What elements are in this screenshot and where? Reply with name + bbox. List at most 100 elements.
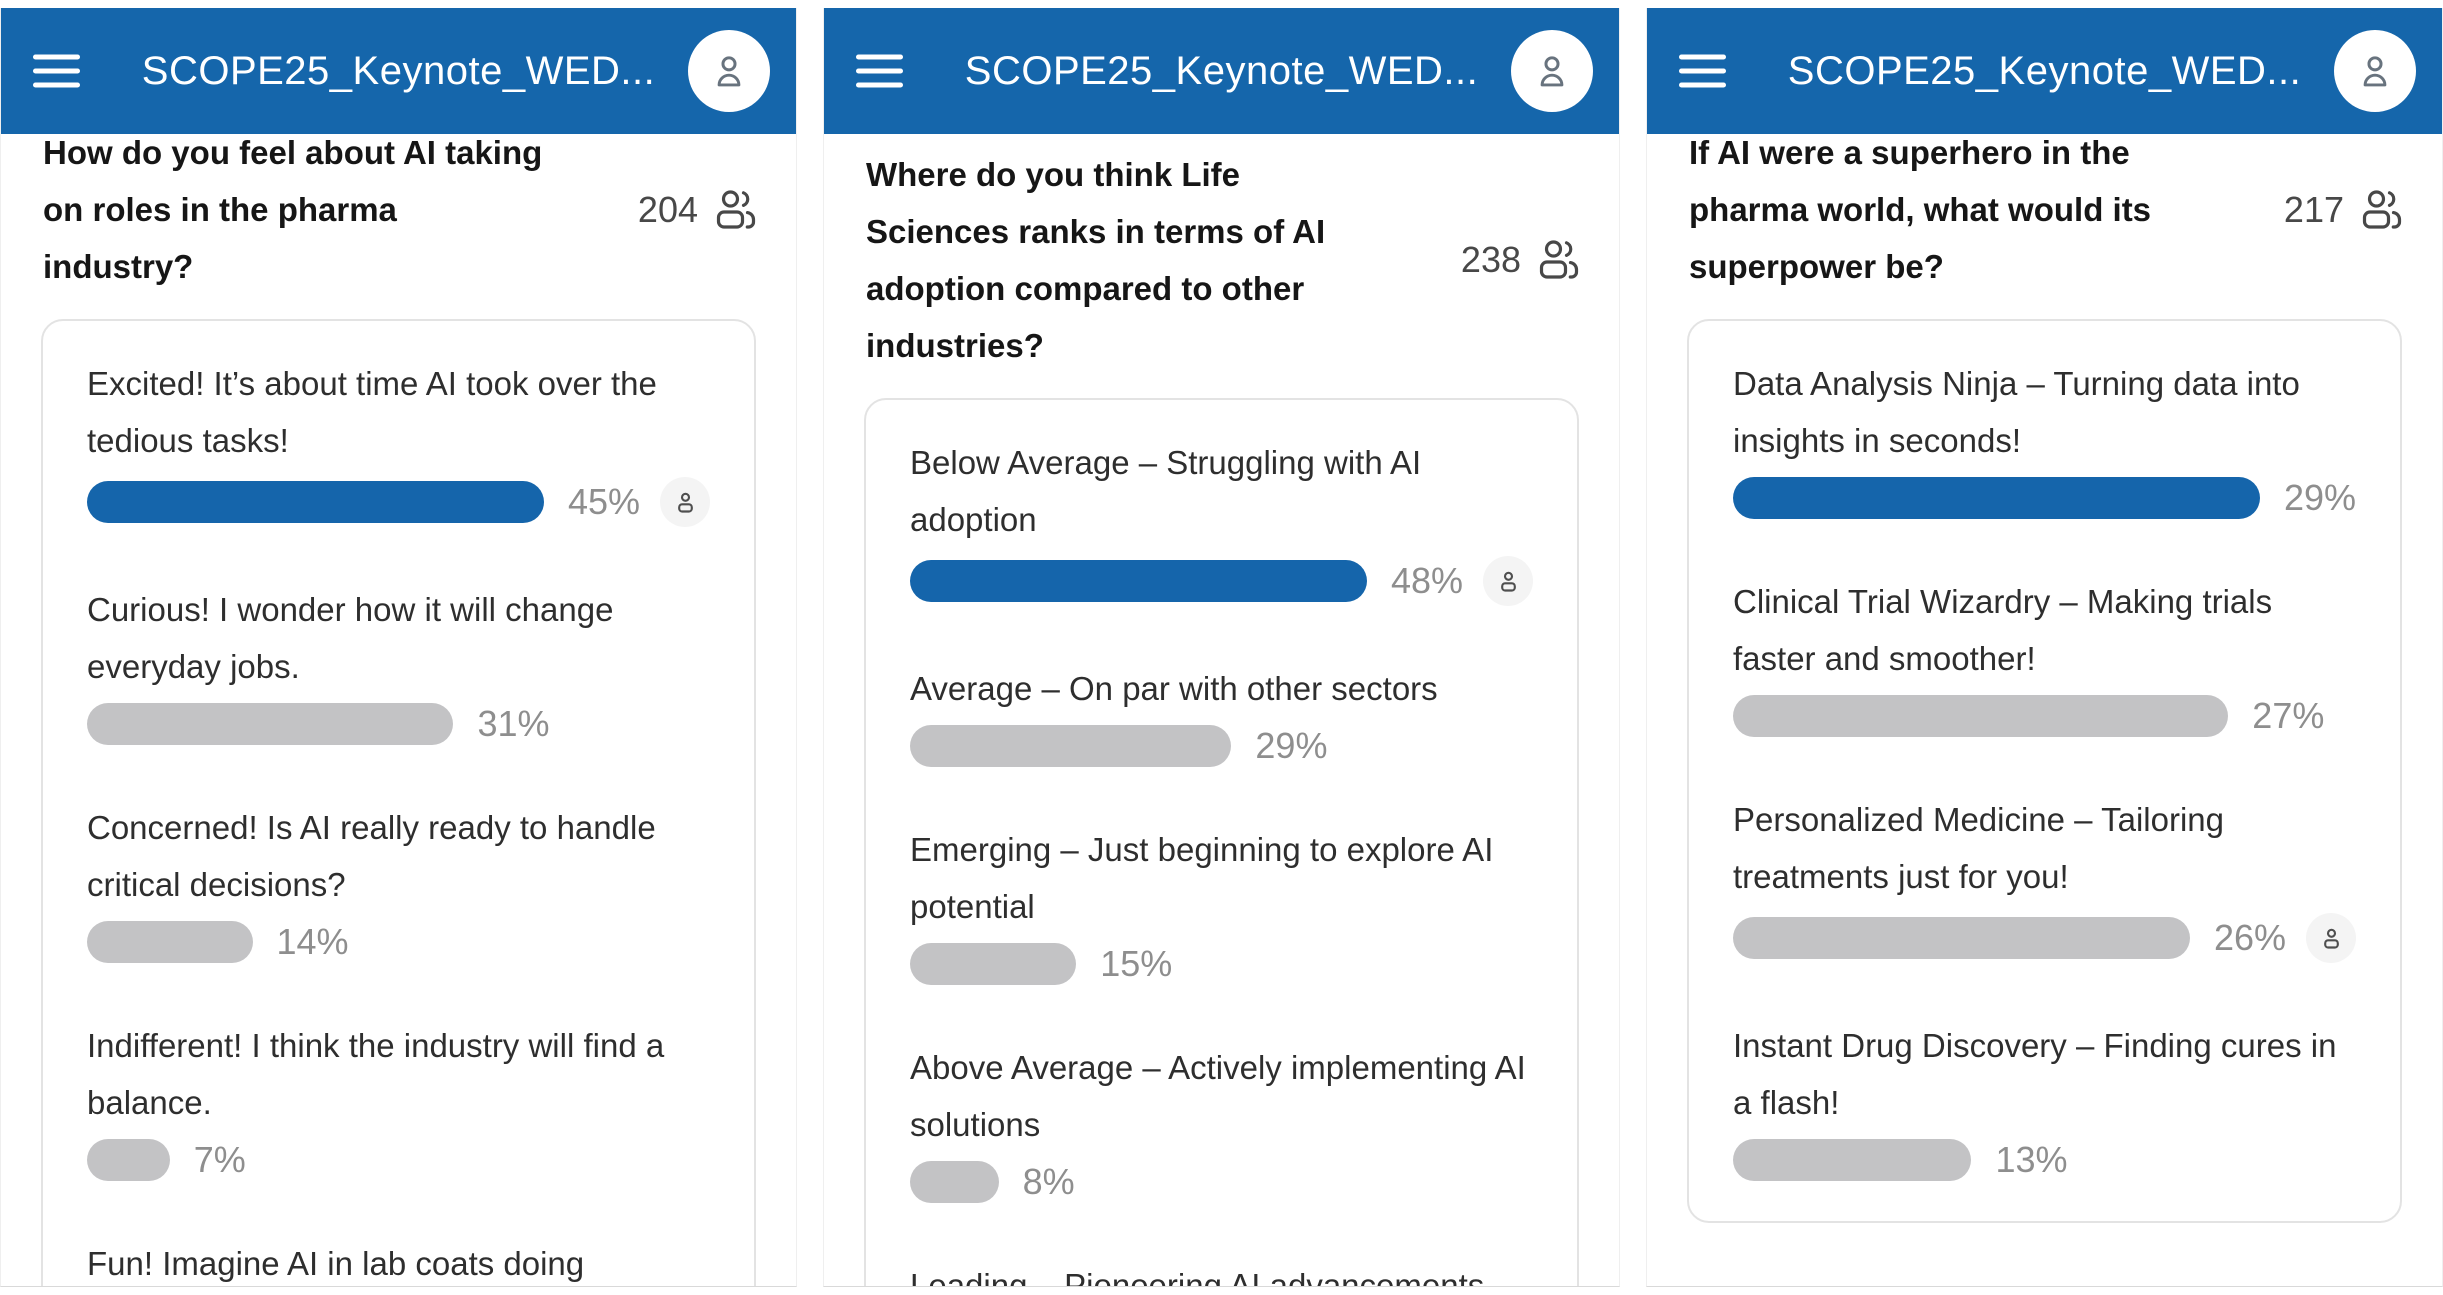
option-bar [1733, 917, 2190, 959]
voted-badge [660, 477, 710, 527]
poll-screen: SCOPE25_Keynote_WED... If AI were a supe… [1646, 8, 2443, 1287]
voted-person-icon [2323, 928, 2339, 949]
participants-icon [2362, 189, 2402, 229]
option-bar [87, 921, 253, 963]
option-percent: 48% [1390, 560, 1463, 601]
response-count-group: 204 [638, 186, 760, 234]
app-header: SCOPE25_Keynote_WED... [1, 8, 796, 134]
hamburger-menu-icon[interactable] [33, 46, 80, 97]
option-percent: 31% [477, 703, 550, 744]
poll-option[interactable]: Indifferent! I think the industry will f… [87, 1017, 710, 1181]
avatar[interactable] [688, 30, 770, 112]
option-label: Indifferent! I think the industry will f… [87, 1027, 665, 1121]
poll-option[interactable]: Data Analysis Ninja – Turning data into … [1733, 355, 2356, 519]
option-percent: 26% [2213, 917, 2286, 958]
option-label: Leading – Pioneering AI advancements [910, 1267, 1485, 1287]
option-bar [87, 1139, 170, 1181]
option-bar [87, 703, 454, 745]
poll-card: Below Average – Struggling with AI adopt… [864, 398, 1579, 1287]
option-bar [87, 481, 544, 523]
person-icon [2363, 56, 2387, 87]
option-result-row: 7% [87, 1139, 710, 1181]
option-result-row: 14% [87, 921, 710, 963]
poll-question: If AI were a superhero in the pharma wor… [1689, 134, 2152, 285]
option-label: Concerned! Is AI really ready to handle … [87, 809, 656, 903]
poll-option[interactable]: Instant Drug Discovery – Finding cures i… [1733, 1017, 2356, 1181]
option-result-row: 29% [1733, 477, 2356, 519]
option-result-row: 15% [910, 943, 1533, 985]
hamburger-menu-icon[interactable] [1679, 46, 1726, 97]
app-title: SCOPE25_Keynote_WED... [1787, 48, 2302, 93]
response-count-group: 238 [1461, 236, 1583, 284]
poll-question: Where do you think Life Sciences ranks i… [866, 156, 1326, 364]
voted-badge [2306, 913, 2356, 963]
option-bar [910, 943, 1077, 985]
option-result-row: 26% [1733, 913, 2356, 963]
option-result-row: 8% [910, 1161, 1533, 1203]
poll-card: Data Analysis Ninja – Turning data into … [1687, 319, 2402, 1223]
participants-icon [716, 189, 756, 229]
poll-option[interactable]: Leading – Pioneering AI advancements 1% [910, 1257, 1533, 1287]
option-percent: 29% [2283, 477, 2356, 518]
response-count: 238 [1460, 239, 1521, 280]
participants-icon [1539, 240, 1579, 279]
option-percent: 13% [1995, 1139, 2068, 1180]
voted-person-icon [677, 492, 693, 513]
option-label: Instant Drug Discovery – Finding cures i… [1733, 1027, 2337, 1121]
option-result-row: 29% [910, 725, 1533, 767]
option-percent: 7% [193, 1139, 246, 1180]
hamburger-menu-icon[interactable] [856, 46, 903, 97]
voted-badge [1483, 556, 1533, 606]
question-row: How do you feel about AI taking on roles… [1, 124, 796, 295]
option-result-row: 45% [87, 477, 710, 527]
option-label: Above Average – Actively implementing AI… [910, 1049, 1526, 1143]
option-bar [910, 560, 1367, 602]
option-percent: 15% [1100, 943, 1173, 984]
option-label: Average – On par with other sectors [910, 670, 1438, 707]
poll-screen: SCOPE25_Keynote_WED... Where do you thin… [823, 8, 1620, 1287]
poll-question: How do you feel about AI taking on roles… [43, 134, 543, 285]
option-result-row: 31% [87, 703, 710, 745]
poll-option[interactable]: Excited! It’s about time AI took over th… [87, 355, 710, 527]
option-percent: 45% [567, 481, 640, 522]
option-label: Data Analysis Ninja – Turning data into … [1733, 365, 2300, 459]
option-label: Below Average – Struggling with AI adopt… [910, 444, 1422, 538]
app-header: SCOPE25_Keynote_WED... [1647, 8, 2442, 134]
person-icon [717, 56, 741, 87]
poll-option[interactable]: Above Average – Actively implementing AI… [910, 1039, 1533, 1203]
app-title: SCOPE25_Keynote_WED... [141, 48, 656, 93]
option-bar [1733, 477, 2260, 519]
option-label: Clinical Trial Wizardry – Making trials … [1733, 583, 2273, 677]
poll-card: Excited! It’s about time AI took over th… [41, 319, 756, 1286]
option-label: Fun! Imagine AI in lab coats doing 'phar… [87, 1245, 585, 1282]
person-icon [1540, 56, 1564, 87]
poll-option[interactable]: Concerned! Is AI really ready to handle … [87, 799, 710, 963]
poll-option[interactable]: Curious! I wonder how it will change eve… [87, 581, 710, 745]
avatar[interactable] [2334, 30, 2416, 112]
response-count: 217 [2283, 188, 2344, 230]
option-percent: 14% [276, 921, 349, 962]
app-header: SCOPE25_Keynote_WED... [824, 8, 1619, 134]
option-label: Excited! It’s about time AI took over th… [87, 365, 657, 459]
option-bar [1733, 1139, 1972, 1181]
question-row: If AI were a superhero in the pharma wor… [1647, 124, 2442, 295]
poll-option[interactable]: Emerging – Just beginning to explore AI … [910, 821, 1533, 985]
poll-option[interactable]: Average – On par with other sectors 29% [910, 660, 1533, 767]
option-label: Curious! I wonder how it will change eve… [87, 591, 614, 685]
voted-person-icon [1500, 571, 1516, 592]
poll-option[interactable]: Below Average – Struggling with AI adopt… [910, 434, 1533, 606]
option-percent: 27% [2252, 695, 2325, 736]
avatar[interactable] [1511, 30, 1593, 112]
option-percent: 8% [1022, 1161, 1075, 1202]
option-result-row: 48% [910, 556, 1533, 606]
poll-screen: SCOPE25_Keynote_WED... How do you feel a… [0, 8, 797, 1287]
option-bar [1733, 695, 2229, 737]
option-bar [910, 725, 1232, 767]
poll-option[interactable]: Personalized Medicine – Tailoring treatm… [1733, 791, 2356, 963]
poll-option[interactable]: Clinical Trial Wizardry – Making trials … [1733, 573, 2356, 737]
option-result-row: 27% [1733, 695, 2356, 737]
poll-option[interactable]: Fun! Imagine AI in lab coats doing 'phar… [87, 1235, 710, 1286]
app-title: SCOPE25_Keynote_WED... [964, 48, 1479, 93]
option-label: Emerging – Just beginning to explore AI … [910, 831, 1494, 925]
